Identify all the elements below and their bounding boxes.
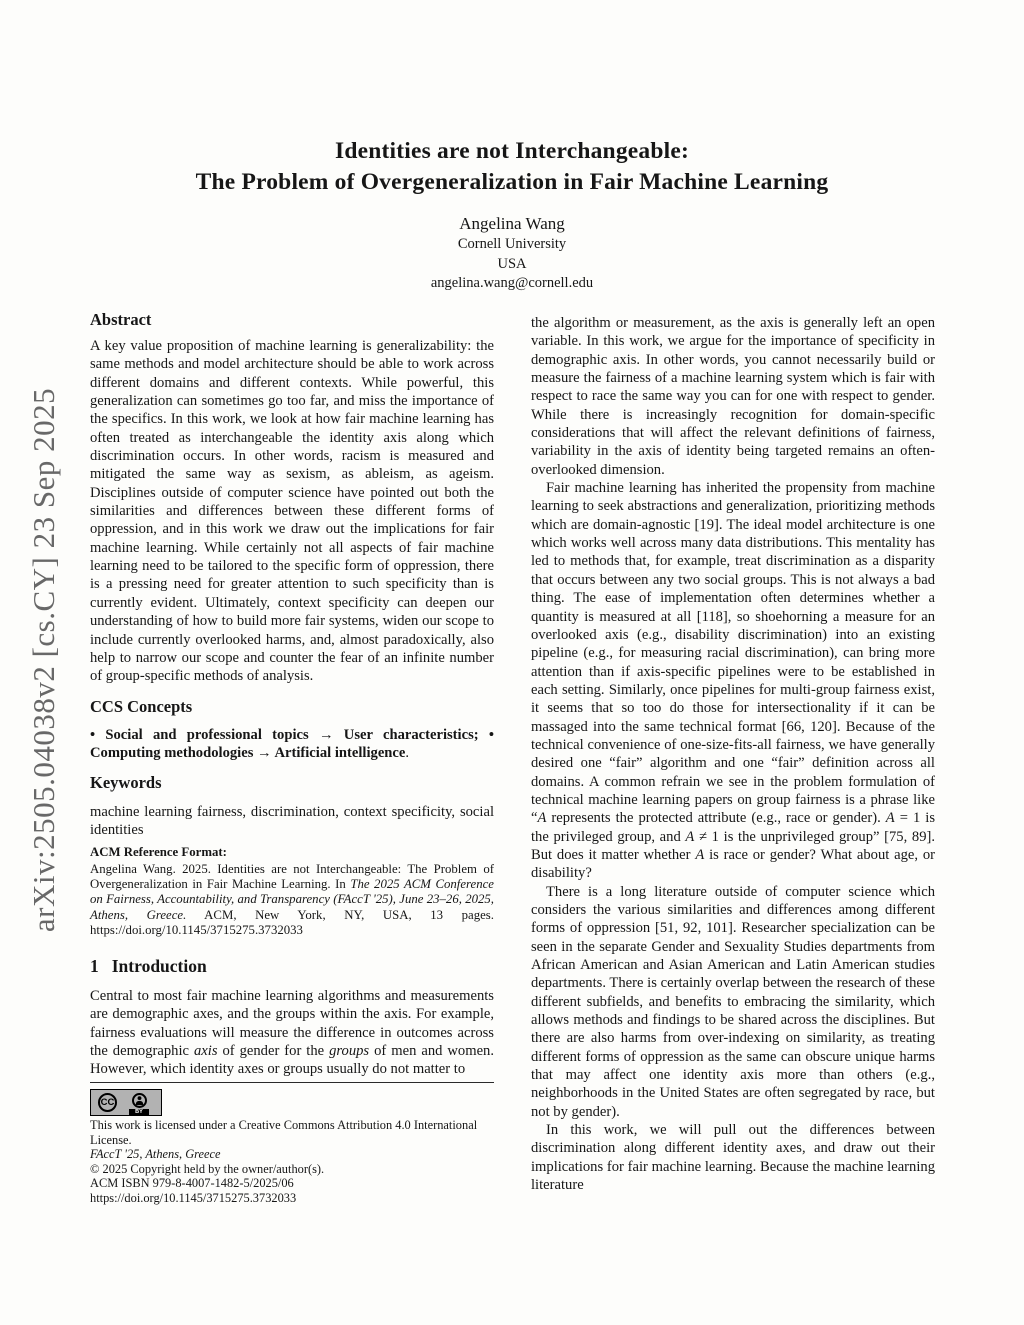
author-affiliation: Cornell University (457, 236, 567, 252)
ccs-text: • Social and professional topics → User … (90, 727, 494, 762)
keywords-heading: Keywords (90, 773, 162, 792)
body-paragraph: the algorithm or measurement, as the axi… (531, 315, 935, 478)
person-icon (131, 1092, 147, 1108)
title-block: Identities are not Interchangeable: The … (0, 136, 1024, 294)
cc-by-license-badge[interactable]: CC BY (90, 1089, 162, 1116)
abstract-text: A key value proposition of machine learn… (90, 338, 494, 685)
acm-reference-heading: ACM Reference Format: (90, 845, 227, 859)
section-title: Introduction (111, 956, 207, 976)
author-name: Angelina Wang (459, 214, 565, 233)
by-label: BY (129, 1108, 149, 1116)
paper-title-line-1: Identities are not Interchangeable: (334, 138, 690, 164)
right-column: the algorithm or measurement, as the axi… (531, 314, 935, 1195)
paper-title-line-2: The Problem of Overgeneralization in Fai… (195, 169, 829, 195)
footnote-rule (90, 1082, 494, 1083)
conference-venue: FAccT '25, Athens, Greece (90, 1147, 221, 1162)
arxiv-watermark: arXiv:2505.04038v2 [cs.CY] 23 Sep 2025 (26, 387, 61, 933)
license-block: This work is licensed under a Creative C… (90, 1118, 494, 1206)
acm-reference-text: Angelina Wang. 2025. Identities are not … (90, 862, 494, 937)
creative-commons-icon: CC (98, 1093, 117, 1112)
abstract-heading: Abstract (90, 310, 152, 329)
author-country: USA (497, 255, 527, 272)
body-paragraph: In this work, we will pull out the diffe… (531, 1122, 935, 1194)
body-paragraph: Fair machine learning has inherited the … (531, 480, 936, 882)
attribution-icon-wrap: BY (129, 1092, 149, 1116)
body-paragraph: There is a long literature outside of co… (531, 883, 935, 1120)
isbn-line: ACM ISBN 979-8-4007-1482-5/2025/06 (90, 1176, 294, 1191)
author-email[interactable]: angelina.wang@cornell.edu (430, 275, 594, 291)
keywords-text: machine learning fairness, discriminatio… (90, 804, 494, 839)
section-number: 1 (90, 956, 99, 976)
doi-link[interactable]: https://doi.org/10.1145/3715275.3732033 (90, 1190, 297, 1205)
license-statement: This work is licensed under a Creative C… (90, 1118, 478, 1147)
introduction-paragraph: Central to most fair machine learning al… (90, 988, 495, 1078)
ccs-heading: CCS Concepts (90, 697, 193, 716)
copyright-line: © 2025 Copyright held by the owner/autho… (90, 1161, 325, 1176)
introduction-heading: 1 Introduction (90, 957, 494, 975)
